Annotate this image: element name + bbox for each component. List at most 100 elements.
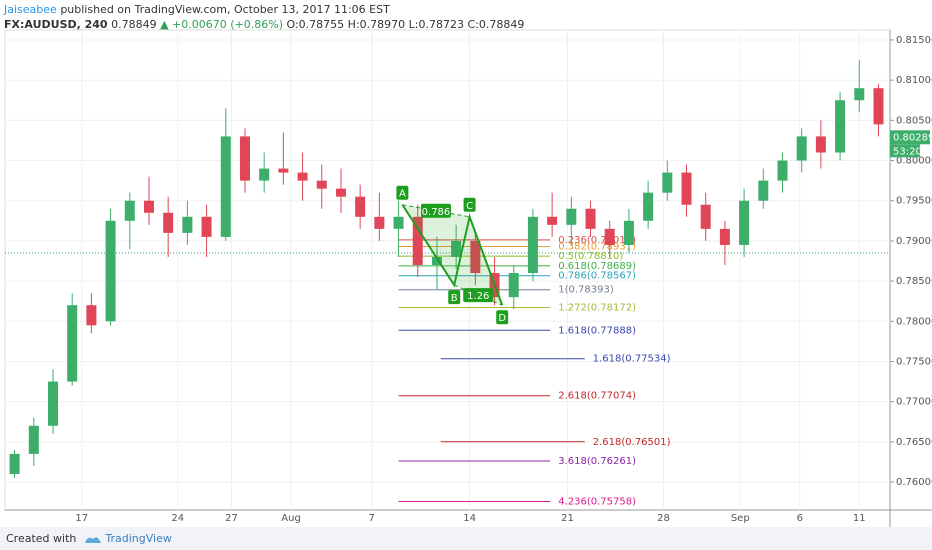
ohlc: L:0.78723 bbox=[408, 18, 464, 31]
ratio-line bbox=[402, 204, 470, 218]
candle-body bbox=[719, 228, 730, 245]
header-line: FX:AUDUSD, 240 0.78849 ▲ +0.00670 (+0.86… bbox=[4, 17, 524, 32]
candle-body bbox=[259, 168, 270, 181]
countdown-tag bbox=[890, 144, 920, 158]
symbol: FX:AUDUSD, 240 bbox=[4, 18, 108, 31]
candle-body bbox=[431, 256, 442, 266]
fib-label: 4.236(0.75758) bbox=[558, 496, 636, 507]
ratio-line bbox=[454, 284, 503, 306]
fib-label: 0.382(0.78931) bbox=[558, 241, 636, 252]
fib-label: 0.618(0.78689) bbox=[558, 261, 636, 272]
candle-body bbox=[508, 273, 519, 298]
y-tick-label: 0.81500 bbox=[896, 35, 932, 46]
ohlc: H:0.78970 bbox=[347, 18, 406, 31]
candle-body bbox=[393, 216, 404, 229]
candle-body bbox=[220, 136, 231, 237]
fib-label: 3.618(0.76261) bbox=[558, 456, 636, 467]
point-box bbox=[396, 185, 409, 200]
x-tick-label: 6 bbox=[797, 513, 803, 524]
candle-body bbox=[585, 208, 596, 229]
candle-body bbox=[873, 88, 884, 125]
x-tick-label: 7 bbox=[368, 513, 374, 524]
x-tick-label: 28 bbox=[657, 513, 670, 524]
candle-body bbox=[47, 381, 58, 426]
ratio-box bbox=[463, 288, 494, 303]
fib-label: 0.786(0.78567) bbox=[558, 271, 636, 282]
change: ▲ +0.00670 (+0.86%) bbox=[160, 18, 283, 31]
header-line: Jaiseabee published on TradingView.com, … bbox=[4, 2, 524, 17]
fib-label: 2.618(0.76501) bbox=[593, 437, 671, 448]
footer-text: Created with bbox=[6, 532, 77, 545]
fib-label: 1.618(0.77888) bbox=[558, 325, 636, 336]
x-tick-label: 14 bbox=[463, 513, 476, 524]
candle-body bbox=[854, 88, 865, 101]
fib-label: 0.236(0.79013) bbox=[558, 235, 636, 246]
point-box bbox=[463, 197, 476, 212]
candle-body bbox=[335, 188, 346, 197]
point-label: D bbox=[498, 313, 506, 324]
x-tick-label: 21 bbox=[561, 513, 574, 524]
candle-body bbox=[105, 220, 116, 322]
candle-body bbox=[316, 180, 327, 189]
candle-body bbox=[643, 192, 654, 221]
author[interactable]: Jaiseabee bbox=[4, 3, 57, 16]
candle-body bbox=[9, 453, 20, 474]
candle-body bbox=[278, 168, 289, 173]
fib-label: 0.5(0.78810) bbox=[558, 251, 623, 262]
footer: Created with TradingView bbox=[0, 527, 932, 550]
candle-body bbox=[297, 172, 308, 181]
candle-body bbox=[566, 208, 577, 225]
header: Jaiseabee published on TradingView.com, … bbox=[4, 2, 524, 32]
point-box bbox=[496, 310, 509, 325]
candle-body bbox=[451, 240, 462, 257]
ratio-label: 1.26 bbox=[467, 291, 489, 302]
candle-body bbox=[86, 305, 97, 326]
fib-label: 1(0.78393) bbox=[558, 285, 614, 296]
candle-body bbox=[681, 172, 692, 205]
brand[interactable]: TradingView bbox=[105, 532, 172, 545]
point-label: C bbox=[466, 201, 473, 212]
point-label: A bbox=[399, 189, 406, 200]
last-price-label: 0.80289 bbox=[893, 132, 932, 143]
candle-body bbox=[163, 212, 174, 233]
candle-body bbox=[182, 216, 193, 233]
candle-body bbox=[700, 204, 711, 229]
ohlc: C:0.78849 bbox=[467, 18, 525, 31]
x-tick-label: Sep bbox=[731, 513, 750, 524]
candle-body bbox=[835, 100, 846, 153]
last: 0.78849 bbox=[111, 18, 157, 31]
point-box bbox=[448, 290, 461, 305]
candle-body bbox=[815, 136, 826, 153]
x-tick-label: 17 bbox=[75, 513, 88, 524]
pattern-line bbox=[401, 204, 504, 306]
candle-body bbox=[604, 228, 615, 245]
fib-label: 1.272(0.78172) bbox=[558, 302, 636, 313]
candle-body bbox=[412, 216, 423, 266]
last-price-tag bbox=[890, 130, 930, 145]
x-tick-label: Aug bbox=[281, 513, 301, 524]
candle-body bbox=[239, 136, 250, 181]
candle-body bbox=[201, 216, 212, 237]
candle-body bbox=[758, 180, 769, 201]
x-tick-label: 24 bbox=[171, 513, 184, 524]
candle-body bbox=[124, 200, 135, 221]
ohlc: O:0.78755 bbox=[286, 18, 345, 31]
pattern-fill bbox=[402, 204, 470, 286]
ratio-box bbox=[420, 203, 451, 218]
x-tick-label: 27 bbox=[225, 513, 238, 524]
candle-body bbox=[662, 172, 673, 193]
candle-body bbox=[777, 160, 788, 181]
fib-label: 1.618(0.77534) bbox=[593, 354, 671, 365]
